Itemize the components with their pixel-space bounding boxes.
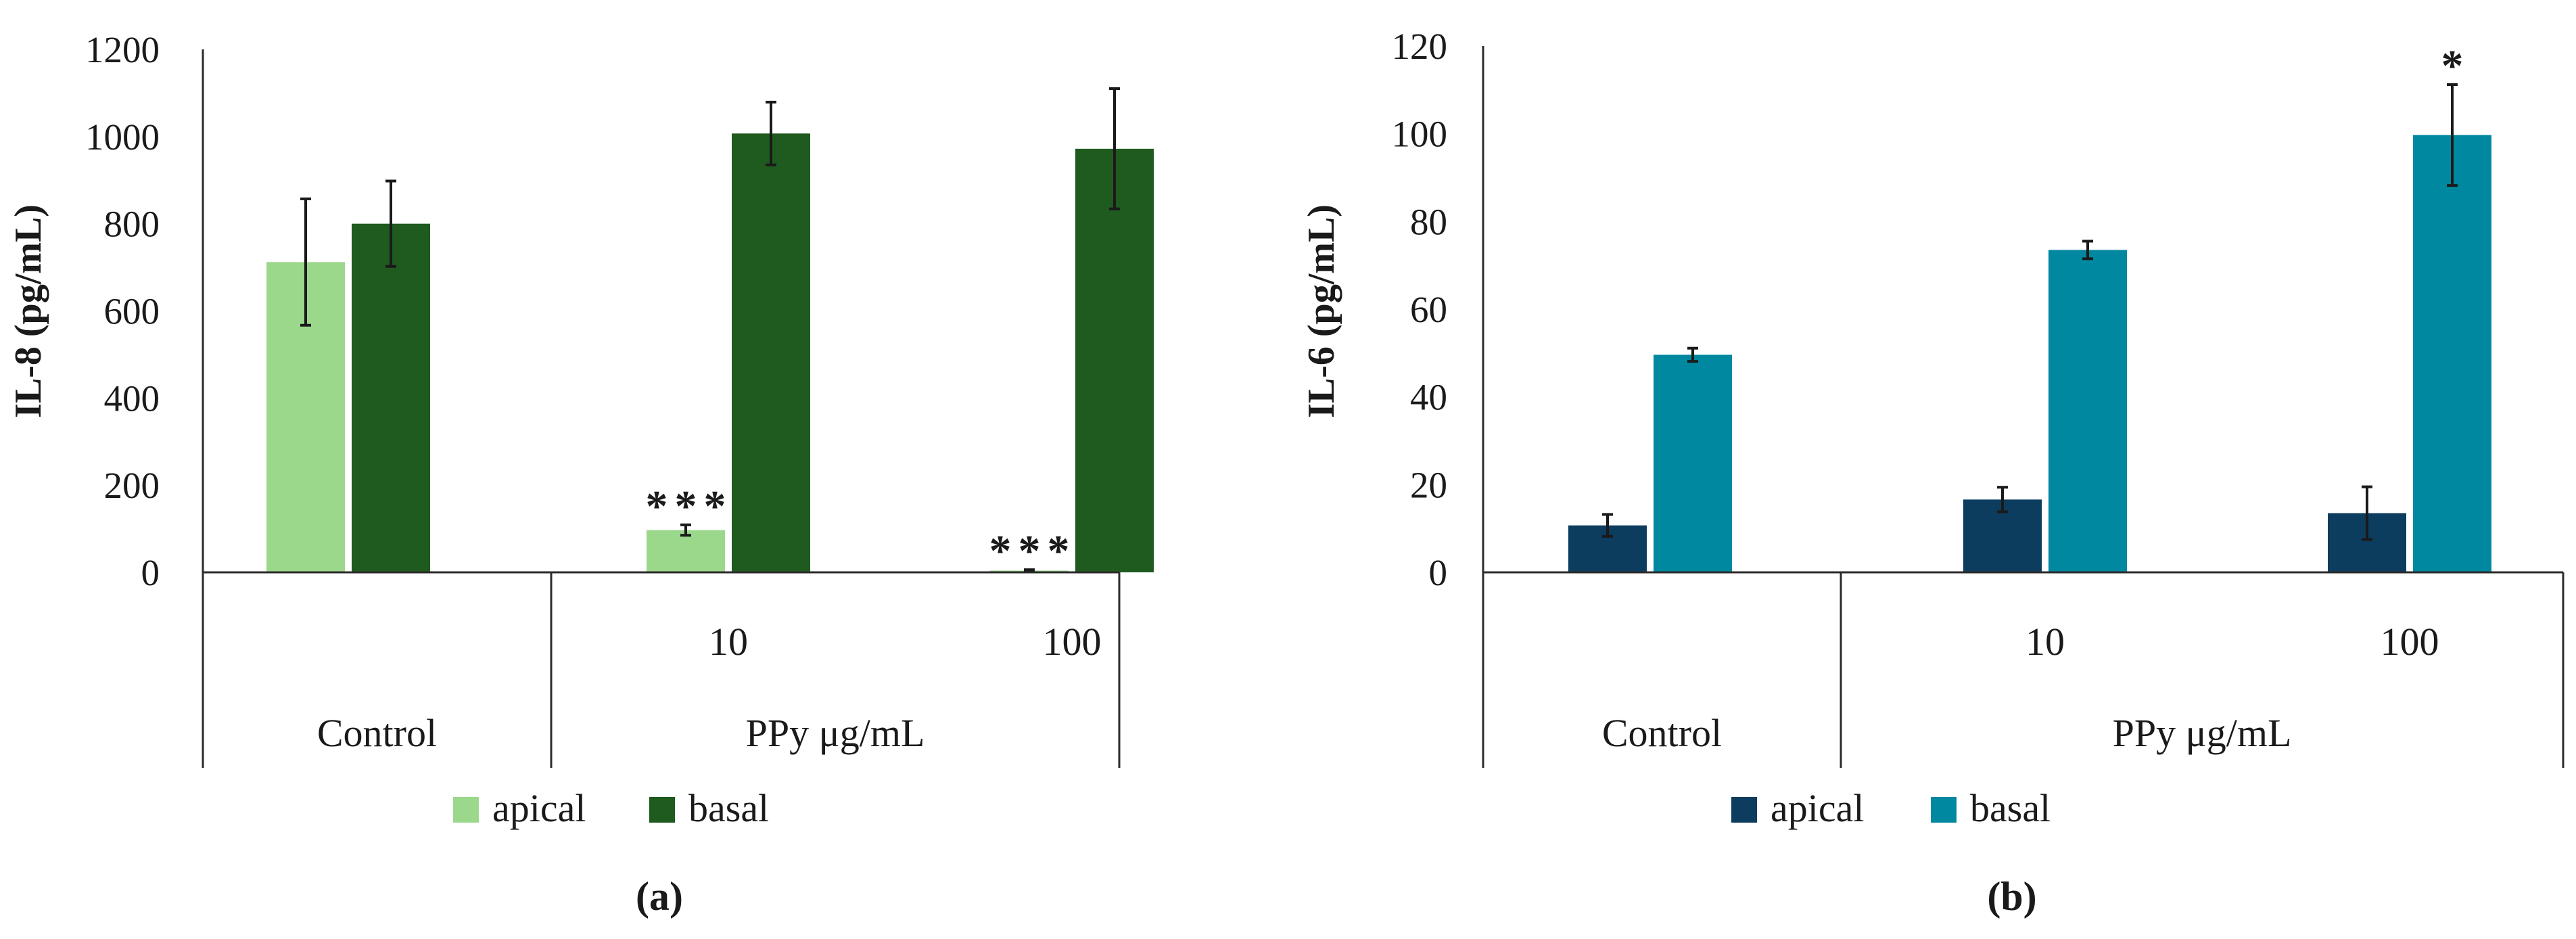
y-tick-label: 80 <box>1410 201 1447 242</box>
bar-basal <box>2413 135 2491 572</box>
y-tick-label: 60 <box>1410 289 1447 330</box>
x-group-label: Control <box>317 711 437 755</box>
legend-swatch-basal <box>649 797 675 823</box>
x-tick-label: 10 <box>2025 620 2065 664</box>
y-tick-label: 40 <box>1410 377 1447 418</box>
y-tick-label: 200 <box>104 465 160 506</box>
y-tick-label: 0 <box>1429 552 1448 593</box>
bar-basal <box>1654 354 1732 572</box>
significance-marker: * <box>2441 41 2470 91</box>
bar-basal <box>732 133 810 573</box>
bar-basal <box>2048 250 2127 572</box>
y-tick-label: 100 <box>1392 114 1448 155</box>
chart-panel-a: 0 200 400 600 800 1000 1200 IL-8 (pg/mL) *** *** 1… <box>7 29 1154 919</box>
panel-caption: (a) <box>636 874 683 919</box>
legend-swatch-basal <box>1931 797 1957 823</box>
y-tick-label: 600 <box>104 291 160 332</box>
y-tick-label: 1000 <box>85 116 160 158</box>
panel-caption: (b) <box>1987 874 2036 919</box>
y-tick-label: 800 <box>104 204 160 245</box>
bar-apical <box>647 530 725 572</box>
x-group-label: PPy μg/mL <box>746 711 925 755</box>
y-tick-label: 400 <box>104 377 160 419</box>
legend-label-apical: apical <box>492 786 586 830</box>
x-group-label: PPy μg/mL <box>2113 711 2292 755</box>
y-axis-label: IL-8 (pg/mL) <box>7 204 49 418</box>
x-group-label: Control <box>1602 711 1722 755</box>
y-axis-label: IL-6 (pg/mL) <box>1301 204 1342 418</box>
legend-swatch-apical <box>453 797 479 823</box>
bar-basal <box>1075 148 1154 572</box>
legend-swatch-apical <box>1731 797 1757 823</box>
legend-label-apical: apical <box>1771 786 1864 830</box>
legend-label-basal: basal <box>1970 786 2051 830</box>
x-tick-label: 100 <box>2381 620 2439 664</box>
significance-marker: *** <box>989 526 1077 576</box>
y-tick-label: 1200 <box>85 29 160 70</box>
y-tick-label: 0 <box>141 552 160 593</box>
significance-marker: *** <box>646 482 733 531</box>
chart-panel-b: 0 20 40 60 80 100 120 IL-6 (pg/mL) * 10 100 Control… <box>1301 26 2565 919</box>
y-tick-label: 20 <box>1410 464 1447 505</box>
bar-basal <box>352 223 430 573</box>
y-tick-label: 120 <box>1392 26 1448 67</box>
legend-label-basal: basal <box>688 786 769 830</box>
x-tick-label: 100 <box>1043 620 1102 664</box>
x-tick-label: 10 <box>709 620 748 664</box>
